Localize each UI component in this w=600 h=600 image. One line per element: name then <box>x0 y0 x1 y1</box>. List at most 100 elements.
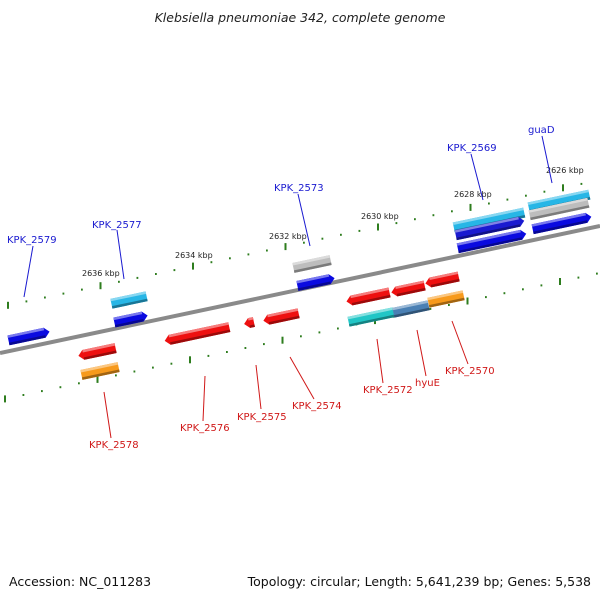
gene-kpk-2579[interactable] <box>7 327 50 346</box>
gene-kpk-2573-rna[interactable] <box>292 255 332 273</box>
scale-minor-tick <box>152 366 154 369</box>
gene-kpk-2574[interactable] <box>262 308 300 325</box>
scale-minor-tick <box>303 241 305 244</box>
scale-major-tick <box>96 375 99 383</box>
lower-scale-track <box>4 272 598 403</box>
gene-features[interactable] <box>7 189 593 380</box>
gene-kpk-2578[interactable] <box>77 343 117 361</box>
gene-kpk-2578-b[interactable] <box>80 362 120 380</box>
scale-minor-tick <box>300 335 302 338</box>
scale-minor-tick <box>503 292 506 295</box>
gene-kpk-2570-b[interactable] <box>424 271 460 289</box>
scale-minor-tick <box>25 300 28 303</box>
scale-minor-tick <box>451 210 453 213</box>
gene-kpk-2577-rna[interactable] <box>110 291 148 309</box>
scale-major-tick <box>281 336 284 344</box>
scale-minor-tick <box>22 394 25 396</box>
scale-minor-tick <box>247 253 250 256</box>
scale-major-tick <box>466 297 469 305</box>
gene-kpk-2577[interactable] <box>113 311 148 328</box>
scale-minor-tick <box>543 190 546 193</box>
scale-minor-tick <box>229 257 231 260</box>
upper-scale-track <box>7 182 583 309</box>
scale-major-tick <box>7 301 9 309</box>
scale-minor-tick <box>337 327 339 330</box>
lower-gene-labels[interactable]: KPK_2578 KPK_2576 KPK_2575 KPK_2574 KPK_… <box>89 366 495 451</box>
upper-gene-leaders <box>23 135 553 298</box>
gene-kpk-2573[interactable] <box>296 273 335 291</box>
gene-kpk-2576[interactable] <box>164 322 231 345</box>
scale-minor-tick <box>358 229 361 232</box>
map-title: Klebsiella pneumoniae 342, complete geno… <box>154 10 446 25</box>
scale-minor-tick <box>340 233 342 236</box>
scale-minor-tick <box>136 276 139 279</box>
gene-kpk-2570[interactable] <box>427 290 465 308</box>
gene-kpk-2569[interactable] <box>456 229 528 254</box>
scale-minor-tick <box>59 386 62 389</box>
scale-minor-tick <box>210 261 213 264</box>
gene-kpk-2572[interactable] <box>345 287 391 307</box>
accession-text: Accession: NC_011283 <box>9 574 152 589</box>
gene-label-kpk-2569: KPK_2569 <box>447 143 497 154</box>
scale-major-tick <box>189 356 191 364</box>
scale-label: 2632 kbp <box>269 232 307 241</box>
gene-label-kpk-2574: KPK_2574 <box>292 401 342 412</box>
gene-label-kpk-2572: KPK_2572 <box>363 385 413 396</box>
gene-label-kpk-2577: KPK_2577 <box>92 220 142 231</box>
gene-kpk-2572-b[interactable] <box>347 307 395 327</box>
scale-minor-tick <box>263 343 265 346</box>
scale-major-tick <box>4 395 6 403</box>
gene-guad[interactable] <box>531 212 593 235</box>
scale-minor-tick <box>81 288 83 291</box>
scale-minor-tick <box>133 370 136 373</box>
scale-minor-tick <box>414 218 416 221</box>
upper-gene-labels[interactable]: KPK_2579 KPK_2577 KPK_2573 KPK_2569 guaD <box>7 125 555 246</box>
scale-minor-tick <box>244 347 247 349</box>
gene-label-kpk-2573: KPK_2573 <box>274 183 324 194</box>
scale-minor-tick <box>115 374 117 377</box>
gene-guad-b[interactable] <box>528 197 590 221</box>
gene-label-kpk-2579: KPK_2579 <box>7 235 57 246</box>
scale-label: 2630 kbp <box>361 212 399 221</box>
scale-minor-tick <box>118 280 120 283</box>
gene-hyue[interactable] <box>392 300 430 318</box>
scale-minor-tick <box>522 288 524 291</box>
scale-label: 2628 kbp <box>454 190 492 199</box>
scale-minor-tick <box>580 182 583 185</box>
scale-minor-tick <box>266 249 268 252</box>
scale-minor-tick <box>448 304 450 306</box>
scale-minor-tick <box>321 237 324 240</box>
scale-minor-tick <box>540 284 543 287</box>
scale-minor-tick <box>506 198 509 201</box>
scale-minor-tick <box>596 272 598 275</box>
scale-major-tick <box>284 243 287 251</box>
scale-minor-tick <box>170 362 173 365</box>
gene-label-guad: guaD <box>528 125 555 136</box>
scale-major-tick <box>99 282 102 290</box>
scale-minor-tick <box>62 292 65 295</box>
gene-kpk-2571[interactable] <box>390 280 426 298</box>
scale-minor-tick <box>207 354 210 357</box>
scale-minor-tick <box>41 390 43 393</box>
scale-label: 2634 kbp <box>175 251 213 260</box>
scale-minor-tick <box>155 273 157 275</box>
scale-minor-tick <box>577 276 580 279</box>
gene-kpk-2575[interactable] <box>243 317 255 329</box>
scale-minor-tick <box>318 331 321 334</box>
gene-kpk-2569-b[interactable] <box>454 216 526 241</box>
gene-label-kpk-2578: KPK_2578 <box>89 440 139 451</box>
scale-label: 2626 kbp <box>546 166 584 175</box>
scale-minor-tick <box>395 222 398 225</box>
scale-major-tick <box>377 223 379 231</box>
scale-minor-tick <box>78 382 80 385</box>
gene-label-kpk-2570: KPK_2570 <box>445 366 495 377</box>
gene-label-hyue: hyuE <box>415 378 440 389</box>
scale-major-tick <box>469 203 472 211</box>
scale-minor-tick <box>485 296 487 299</box>
scale-labels: 2636 kbp 2634 kbp 2632 kbp 2630 kbp 2628… <box>82 166 584 278</box>
scale-label: 2636 kbp <box>82 269 120 278</box>
scale-major-tick <box>559 278 561 285</box>
gene-label-kpk-2576: KPK_2576 <box>180 423 230 434</box>
scale-minor-tick <box>226 351 228 353</box>
